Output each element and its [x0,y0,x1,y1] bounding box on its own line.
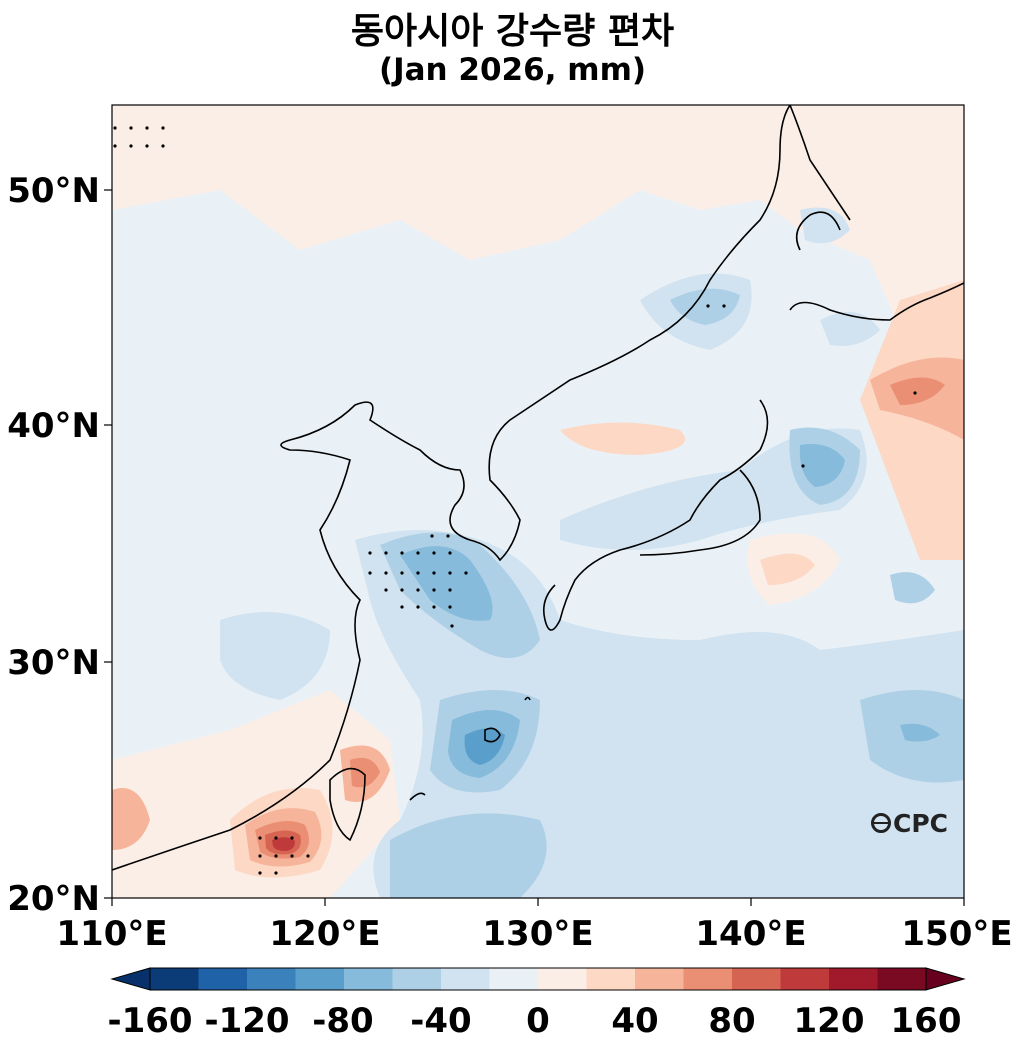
negative-area-hokkaido [820,312,880,346]
positive-area-west-edge [112,788,150,850]
negative-area-yellow-sea-core [400,546,493,621]
colorbar-swatch [732,968,781,990]
lon-ticks [111,898,965,906]
colorbar-swatch [392,968,442,990]
lon-label-150: 150°E [901,914,1012,954]
colorbar-swatch [829,968,878,990]
colorbar-swatch [247,968,296,990]
lat-labels: 50°N 40°N 30°N 20°N [7,171,100,919]
negative-area-pacific-small [890,572,935,604]
cpc-logo: CPC [871,809,948,838]
colorbar-swatch [489,968,539,990]
lat-label-50: 50°N [7,171,100,211]
lon-label-110: 110°E [56,914,167,954]
colorbar [110,967,966,991]
colorbar-labels: -160 -120 -80 -40 0 40 80 120 160 [107,1001,961,1041]
colorbar-swatch [780,968,830,990]
negative-area-okinawa-core [464,728,505,765]
anomaly-field [112,105,964,898]
colorbar-label: -40 [410,1001,471,1041]
lat-label-30: 30°N [7,643,100,683]
colorbar-frame [149,967,927,991]
colorbar-swatch [441,968,490,990]
colorbar-swatch [344,968,393,990]
colorbar-label: 0 [526,1001,550,1041]
positive-area-north [112,105,964,330]
lat-label-20: 20°N [7,879,100,919]
colorbar-label: 120 [794,1001,865,1041]
positive-area-guangdong-5 [272,837,295,851]
negative-area-honshu-east-core [799,444,845,487]
colorbar-swatch [198,968,248,990]
colorbar-label: -120 [204,1001,289,1041]
colorbar-label: -160 [107,1001,192,1041]
negative-area-sakhalin [800,207,850,244]
colorbar-swatch [586,968,636,990]
significance-dots [113,126,917,875]
colorbar-swatch [683,968,733,990]
colorbar-swatch [877,968,927,990]
negative-area-luzon-strait [390,813,547,898]
colorbar-label: -80 [312,1001,373,1041]
lon-labels: 110°E 120°E 130°E 140°E 150°E [56,914,1012,954]
colorbar-label: 160 [891,1001,962,1041]
map-subtitle: (Jan 2026, mm) [378,52,647,88]
cpc-logo-text: CPC [893,809,948,838]
colorbar-swatch [150,968,199,990]
map-title: 동아시아 강수량 편차 [350,11,675,52]
lat-ticks [104,189,112,899]
colorbar-swatch [538,968,587,990]
coastline [112,105,964,871]
negative-area-manchuria-core [670,288,740,325]
colorbar-swatch [635,968,684,990]
colorbar-swatch [295,968,345,990]
negative-area-east-china-inland [220,612,330,700]
colorbar-extend-low [110,967,151,991]
lon-label-140: 140°E [695,914,806,954]
colorbar-label: 80 [708,1001,755,1041]
positive-area-pacific-core [760,553,815,585]
positive-area-korea-east [560,422,685,455]
positive-area-taiwan-strait-core [350,757,380,788]
lon-label-130: 130°E [482,914,593,954]
positive-area-nw-pacific-core [890,377,945,405]
colorbar-extend-high [925,967,966,991]
lat-label-40: 40°N [7,406,100,446]
lon-label-120: 120°E [269,914,380,954]
colorbar-label: 40 [611,1001,658,1041]
negative-area-japan-sea [560,428,867,550]
negative-area-east-pacific-core [900,723,940,742]
positive-area-northwest-pacific [860,280,964,560]
